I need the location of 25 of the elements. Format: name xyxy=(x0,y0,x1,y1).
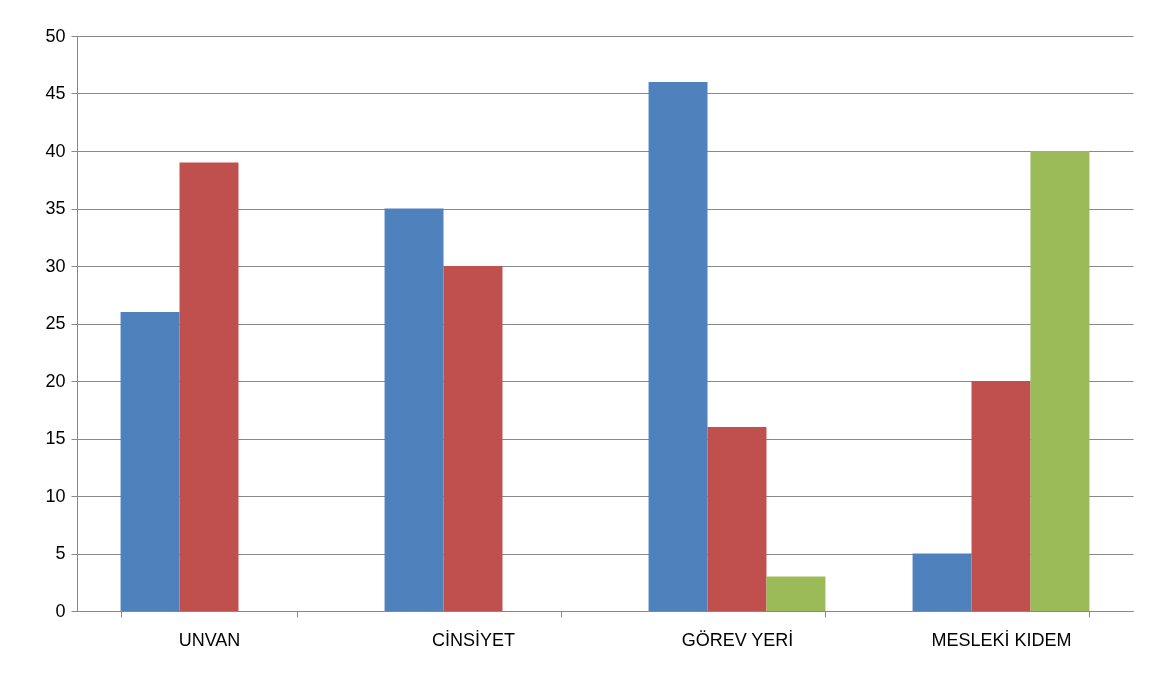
y-tick-label: 50 xyxy=(45,25,66,46)
y-tick-label: 35 xyxy=(45,198,66,218)
y-tick-label: 0 xyxy=(55,600,66,621)
x-tick-label: CİNSİYET xyxy=(431,629,516,650)
bar xyxy=(971,381,1031,611)
x-tick-label: GÖREV YERİ xyxy=(681,629,794,650)
bar xyxy=(443,266,503,611)
bar xyxy=(912,553,972,611)
bar xyxy=(648,82,708,611)
bar xyxy=(1030,151,1090,611)
y-tick-label: 5 xyxy=(55,543,66,563)
y-tick-label: 15 xyxy=(45,428,66,448)
x-tick-label: MESLEKİ KIDEM xyxy=(931,629,1072,650)
bar xyxy=(384,208,444,611)
bar xyxy=(120,312,180,611)
y-tick-label: 10 xyxy=(45,485,66,506)
y-tick-label: 30 xyxy=(45,255,66,276)
y-tick-label: 20 xyxy=(45,370,66,391)
x-tick-label: UNVAN xyxy=(178,629,241,650)
bar xyxy=(766,576,826,611)
bar xyxy=(707,427,767,611)
bar xyxy=(179,162,239,611)
y-tick-label: 25 xyxy=(45,313,66,333)
y-tick-label: 45 xyxy=(45,83,66,103)
y-tick-label: 40 xyxy=(45,140,66,161)
